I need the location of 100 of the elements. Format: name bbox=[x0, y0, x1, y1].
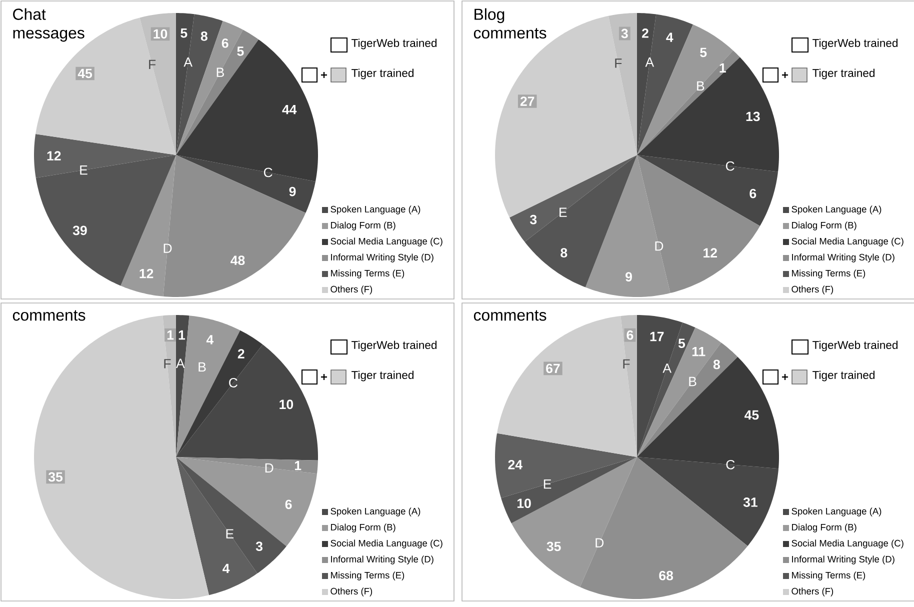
text: Tiger trained bbox=[812, 370, 875, 382]
legend-label: Dialog Form (B) bbox=[331, 222, 396, 230]
data-label: 6 bbox=[285, 500, 292, 510]
text: TigerWeb trained bbox=[352, 340, 437, 352]
legend-label: Social Media Language (C) bbox=[792, 540, 904, 548]
text: Tiger trained bbox=[812, 68, 875, 80]
data-label: 3 bbox=[530, 214, 537, 224]
data-label: 45 bbox=[78, 68, 92, 78]
text: D bbox=[164, 244, 172, 253]
data-label: 8 bbox=[560, 248, 568, 258]
chart-title: Blog comments bbox=[474, 8, 546, 39]
text: Tiger trained bbox=[352, 370, 414, 382]
data-label: 6 bbox=[626, 330, 634, 340]
text: A bbox=[645, 58, 654, 67]
text: C bbox=[229, 378, 238, 388]
legend-label: Spoken Language (A) bbox=[792, 508, 882, 516]
data-label: 1 bbox=[294, 461, 302, 470]
legend-label: Dialog Form (B) bbox=[792, 222, 856, 230]
data-label: 11 bbox=[692, 346, 706, 356]
text: E bbox=[560, 208, 567, 217]
data-label: 4 bbox=[206, 335, 214, 344]
chart-title: comments bbox=[474, 310, 546, 321]
data-label: 68 bbox=[659, 570, 674, 580]
legend-label: Social Media Language (C) bbox=[330, 540, 442, 548]
data-label: 67 bbox=[546, 364, 560, 374]
text: A bbox=[662, 364, 672, 373]
data-label: 5 bbox=[700, 48, 707, 58]
text: D bbox=[265, 463, 274, 473]
chart-title: comments bbox=[12, 310, 86, 321]
data-label: 17 bbox=[650, 332, 664, 342]
data-label: 27 bbox=[520, 96, 534, 106]
data-label: 5 bbox=[678, 338, 686, 348]
text: C bbox=[726, 161, 734, 171]
data-label: 8 bbox=[200, 31, 208, 41]
legend-label: Others (F) bbox=[330, 286, 372, 294]
data-label: 4 bbox=[666, 32, 674, 42]
legend-label: Spoken Language (A) bbox=[330, 206, 420, 214]
text: C bbox=[726, 460, 735, 470]
text: E bbox=[226, 529, 234, 538]
data-label: 35 bbox=[48, 472, 63, 482]
legend-label: Others (F) bbox=[792, 286, 834, 294]
text: B bbox=[689, 376, 696, 386]
data-label: 1 bbox=[167, 330, 174, 340]
data-label: 12 bbox=[47, 151, 61, 160]
data-label: 31 bbox=[743, 498, 758, 507]
data-label: 5 bbox=[237, 46, 244, 56]
data-label: 45 bbox=[744, 410, 759, 420]
legend-label: Dialog Form (B) bbox=[331, 524, 396, 532]
data-label: 12 bbox=[704, 248, 717, 258]
data-label: 3 bbox=[256, 542, 262, 552]
text: F bbox=[623, 359, 630, 368]
text: TigerWeb trained bbox=[812, 38, 898, 50]
data-label: 13 bbox=[746, 112, 760, 122]
data-label: 1 bbox=[178, 330, 186, 340]
legend-label: Missing Terms (E) bbox=[331, 270, 404, 278]
text: Tiger trained bbox=[352, 68, 414, 80]
data-label: 6 bbox=[750, 188, 756, 198]
legend-label: Informal Writing Style (D) bbox=[331, 556, 434, 564]
data-label: 8 bbox=[713, 360, 720, 370]
legend-label: Others (F) bbox=[330, 588, 372, 596]
data-label: 12 bbox=[140, 268, 154, 278]
text: B bbox=[216, 68, 224, 77]
text: B bbox=[697, 81, 704, 91]
data-label: 10 bbox=[517, 498, 531, 508]
data-label: 3 bbox=[621, 28, 628, 38]
text: F bbox=[149, 60, 156, 69]
legend-label: Social Media Language (C) bbox=[330, 238, 442, 246]
data-label: 44 bbox=[282, 104, 297, 114]
text: TigerWeb trained bbox=[352, 38, 437, 50]
legend-label: Spoken Language (A) bbox=[792, 206, 882, 214]
text: A bbox=[184, 57, 192, 67]
legend-label: Informal Writing Style (D) bbox=[792, 556, 894, 564]
text: C bbox=[264, 168, 272, 178]
data-label: 4 bbox=[222, 564, 230, 573]
legend-label: Informal Writing Style (D) bbox=[331, 254, 434, 262]
text: D bbox=[596, 538, 604, 548]
text: F bbox=[164, 359, 171, 368]
legend-label: Social Media Language (C) bbox=[792, 238, 904, 246]
text: D bbox=[655, 242, 664, 251]
text: F bbox=[615, 58, 622, 68]
text: B bbox=[198, 362, 206, 372]
legend-label: Others (F) bbox=[792, 588, 834, 596]
data-label: 2 bbox=[642, 28, 648, 38]
data-label: 1 bbox=[720, 63, 726, 72]
text: TigerWeb trained bbox=[812, 340, 898, 352]
text: A bbox=[176, 358, 185, 368]
legend-label: Missing Terms (E) bbox=[331, 572, 404, 580]
data-label: 10 bbox=[154, 29, 168, 39]
legend-label: Missing Terms (E) bbox=[792, 572, 866, 580]
legend-label: Informal Writing Style (D) bbox=[792, 254, 894, 262]
data-label: 2 bbox=[238, 349, 244, 358]
data-label: 9 bbox=[626, 272, 632, 282]
data-label: 9 bbox=[289, 186, 296, 196]
data-label: 48 bbox=[230, 256, 245, 266]
data-label: 39 bbox=[72, 226, 87, 236]
text: E bbox=[80, 166, 88, 175]
data-label: 10 bbox=[280, 400, 294, 410]
data-label: 35 bbox=[546, 542, 561, 552]
data-label: 24 bbox=[508, 460, 522, 470]
legend-label: Dialog Form (B) bbox=[792, 524, 856, 532]
